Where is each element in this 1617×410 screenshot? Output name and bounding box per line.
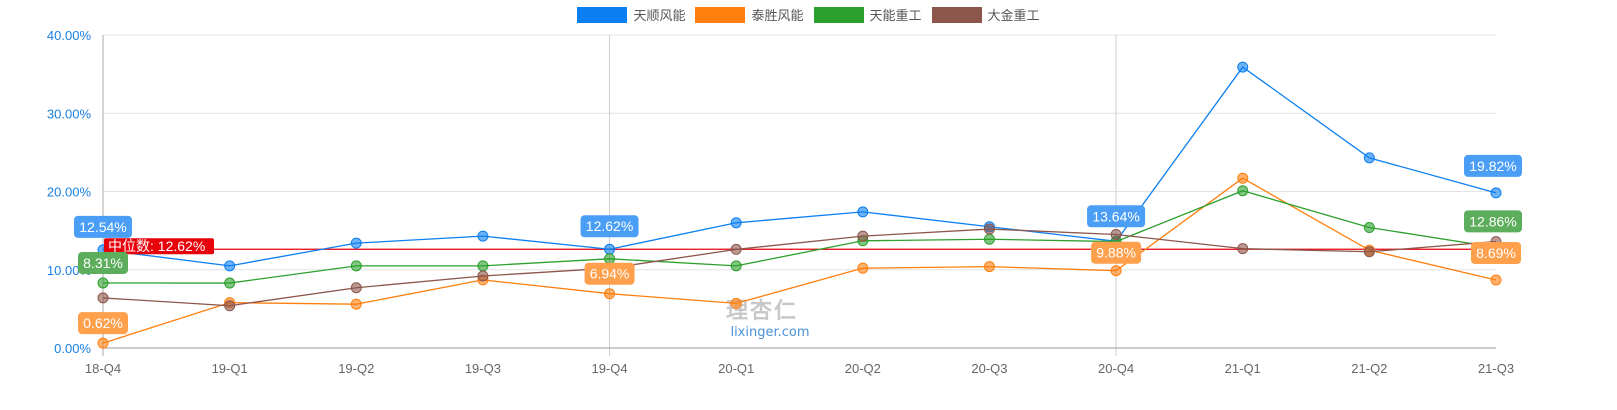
data-point[interactable] (350, 298, 362, 310)
data-label: 19.82% (1469, 158, 1516, 174)
data-label: 13.64% (1092, 208, 1139, 224)
legend-swatch (577, 6, 628, 23)
legend-label: 天顺风能 (633, 9, 686, 24)
legend-swatch (695, 6, 746, 23)
x-tick-label: 19-Q4 (591, 361, 627, 376)
x-tick-label: 20-Q3 (971, 361, 1007, 376)
y-tick-label: 0.00% (54, 341, 91, 356)
data-point[interactable] (857, 230, 869, 242)
data-point[interactable] (857, 206, 869, 218)
data-label-box (78, 312, 128, 335)
legend-item-taisheng[interactable]: 泰胜风能 (695, 5, 804, 24)
data-label-box (1087, 205, 1146, 228)
data-label: 12.86% (1469, 213, 1516, 229)
data-point[interactable] (1110, 229, 1122, 241)
data-point[interactable] (983, 233, 995, 245)
data-point[interactable] (1490, 187, 1502, 199)
x-tick-label: 21-Q2 (1351, 361, 1387, 376)
data-labels: 中位数: 12.62% 12.54% 12.62% 13.64% 19.82% 0.62%… (74, 154, 1522, 335)
data-point[interactable] (604, 243, 616, 255)
data-point[interactable] (1363, 221, 1375, 233)
data-point[interactable] (1110, 265, 1122, 277)
x-tick-label: 20-Q2 (845, 361, 881, 376)
data-point[interactable] (1363, 152, 1375, 164)
watermark-site: lixinger.com (730, 325, 809, 340)
data-point[interactable] (857, 262, 869, 274)
data-point[interactable] (224, 260, 236, 272)
data-label: 9.88% (1096, 245, 1136, 261)
data-point[interactable] (1237, 243, 1249, 255)
data-point[interactable] (730, 243, 742, 255)
x-tick-label: 20-Q1 (718, 361, 754, 376)
data-label: 12.62% (586, 218, 633, 234)
x-tick-label: 19-Q3 (465, 361, 501, 376)
data-point[interactable] (1237, 61, 1249, 73)
x-tick-label: 19-Q1 (212, 361, 248, 376)
data-point[interactable] (224, 277, 236, 289)
series-line (102, 66, 1497, 267)
data-point[interactable] (350, 237, 362, 249)
y-tick-label: 30.00% (47, 106, 92, 121)
data-point[interactable] (983, 261, 995, 273)
data-point[interactable] (97, 292, 109, 304)
y-tick-label: 20.00% (47, 185, 92, 200)
legend-label: 大金重工 (987, 9, 1040, 24)
legend-swatch (931, 6, 982, 23)
data-label: 8.31% (83, 255, 123, 271)
chart-legend: 天顺风能 泰胜风能 天能重工 大金重工 (0, 5, 1617, 24)
data-point[interactable] (97, 277, 109, 289)
legend-label: 天能重工 (869, 9, 922, 24)
data-point[interactable] (730, 217, 742, 229)
data-label-box (1471, 242, 1521, 265)
data-label: 12.54% (79, 219, 126, 235)
data-point[interactable] (730, 260, 742, 272)
data-label: 8.69% (1476, 245, 1516, 261)
data-label: 0.62% (83, 315, 123, 331)
legend-item-dajin[interactable]: 大金重工 (931, 5, 1040, 24)
data-label-box (1464, 210, 1522, 233)
data-point[interactable] (350, 282, 362, 294)
data-point[interactable] (477, 270, 489, 282)
data-point[interactable] (224, 300, 236, 312)
data-point[interactable] (1237, 172, 1249, 184)
data-point[interactable] (97, 337, 109, 349)
data-point[interactable] (477, 260, 489, 272)
x-tick-label: 21-Q3 (1478, 361, 1514, 376)
data-point[interactable] (477, 230, 489, 242)
y-tick-label: 40.00% (47, 28, 92, 43)
legend-swatch (813, 6, 864, 23)
data-label-box (74, 215, 132, 238)
series-line (102, 177, 1497, 344)
x-tick-label: 18-Q4 (85, 361, 121, 376)
legend-item-tianshun[interactable]: 天顺风能 (577, 5, 685, 24)
data-point[interactable] (350, 260, 362, 272)
legend-label: 泰胜风能 (751, 9, 804, 24)
data-label-box (580, 215, 639, 238)
series-line (102, 228, 1497, 307)
x-tick-label: 20-Q4 (1098, 361, 1134, 376)
data-label-box (1091, 241, 1142, 264)
data-point[interactable] (604, 253, 616, 265)
data-point[interactable] (1490, 274, 1502, 286)
data-point[interactable] (1237, 185, 1249, 197)
data-point[interactable] (730, 297, 742, 309)
data-point[interactable] (1363, 246, 1375, 258)
median-label: 中位数: 12.62% (108, 238, 205, 254)
data-label: 6.94% (590, 266, 630, 282)
x-tick-label: 21-Q1 (1225, 361, 1261, 376)
data-label-box (584, 262, 635, 285)
legend-item-tianneng[interactable]: 天能重工 (813, 5, 922, 24)
series-line (102, 190, 1497, 284)
median-label-box (104, 238, 214, 255)
data-point[interactable] (983, 223, 995, 235)
series-layer (97, 61, 1502, 349)
watermark: 理杏仁 lixinger.com (726, 298, 810, 340)
x-tick-label: 19-Q2 (338, 361, 374, 376)
data-label-box (1464, 154, 1522, 177)
grid (103, 34, 1496, 356)
data-point[interactable] (604, 288, 616, 300)
data-label-box (78, 251, 128, 274)
